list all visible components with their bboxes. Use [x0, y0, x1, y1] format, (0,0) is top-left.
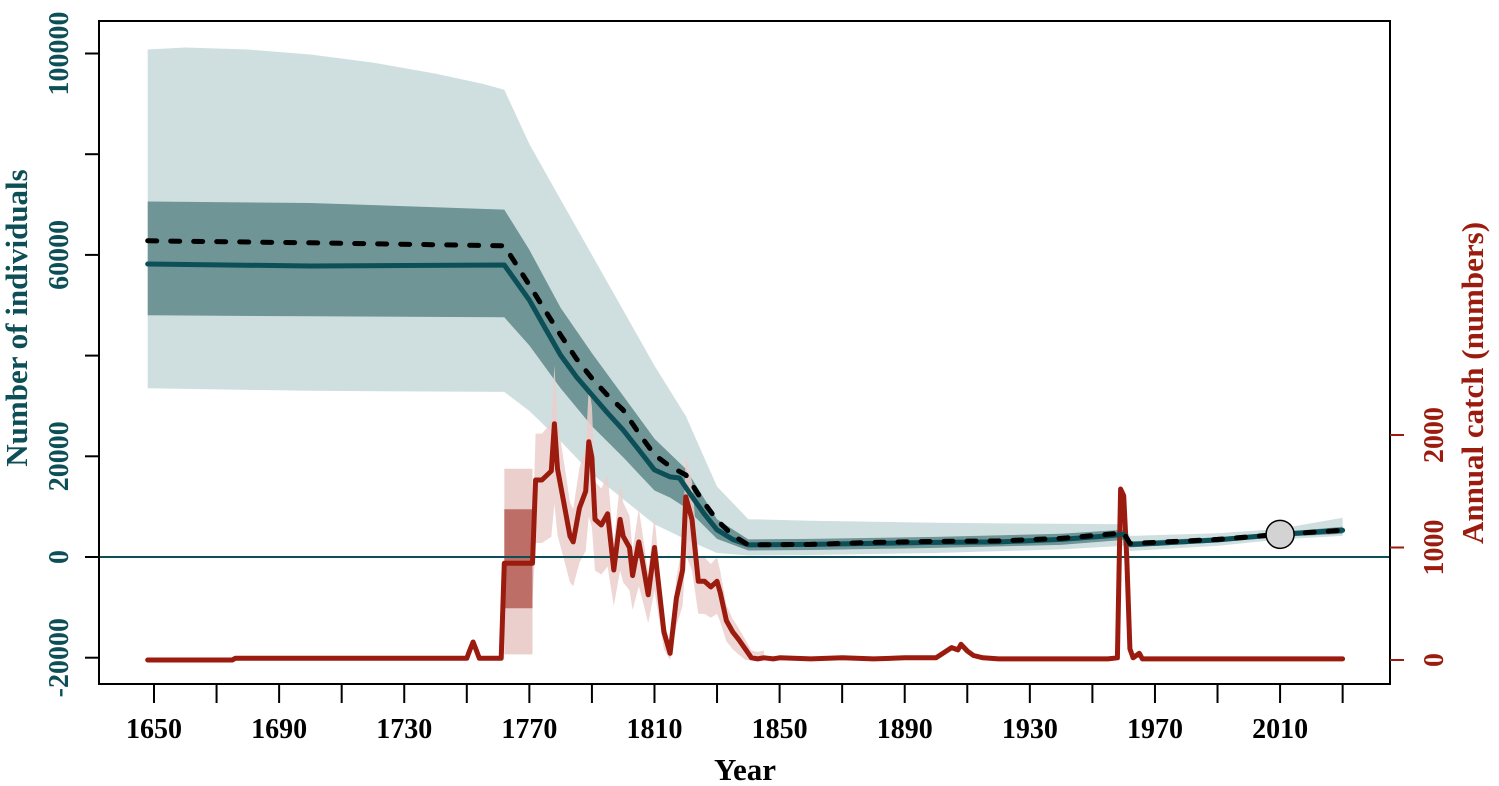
x-tick-label: 1650: [126, 714, 182, 745]
catch-inner-interval: [504, 509, 533, 609]
x-axis-title: Year: [714, 752, 776, 786]
population-mean-dashed-line: [145, 238, 1346, 548]
y-right-tick-label: 0: [1419, 653, 1450, 667]
x-tick-label: 2010: [1252, 714, 1308, 745]
inner-interval-band: [147, 201, 1343, 551]
population-credible-bands: [147, 47, 1343, 556]
y-axis-left: -20000 0 20000 60000 100000: [44, 12, 99, 697]
y-axis-right: 0 1000 2000: [1390, 407, 1450, 667]
y-right-tick-label: 2000: [1419, 407, 1450, 463]
population-lines: [145, 238, 1346, 548]
x-tick-label: 1850: [752, 714, 808, 745]
catch-line: [145, 421, 1346, 663]
catch-outer-ribbon: [532, 365, 764, 660]
x-tick-label: 1930: [1002, 714, 1058, 745]
x-tick-label: 1810: [626, 714, 682, 745]
y-left-tick-label: 20000: [44, 421, 75, 491]
x-tick-label: 1970: [1127, 714, 1183, 745]
y-left-tick-label: -20000: [44, 618, 75, 697]
x-tick-label: 1690: [251, 714, 307, 745]
point-marker: [1265, 519, 1295, 550]
x-tick-label: 1770: [501, 714, 557, 745]
x-axis: 1650 1690 1730 1770 1810 1850 1890 1930 1970 2010: [126, 684, 1344, 745]
current-estimate-marker: [1265, 519, 1295, 550]
y-right-tick-label: 1000: [1419, 520, 1450, 576]
annual-catch-line: [145, 421, 1346, 663]
x-tick-label: 1890: [877, 714, 933, 745]
y-axis-left-title: Number of individuals: [0, 169, 34, 466]
x-tick-label: 1730: [376, 714, 432, 745]
outer-interval-band: [147, 47, 1343, 556]
y-left-tick-label: 0: [44, 550, 75, 564]
y-left-tick-label: 60000: [44, 220, 75, 290]
y-axis-right-title: Annual catch (numbers): [1455, 222, 1490, 544]
y-left-tick-label: 100000: [44, 12, 75, 96]
population-median-line: [145, 261, 1346, 548]
plot-frame: [98, 20, 1391, 685]
